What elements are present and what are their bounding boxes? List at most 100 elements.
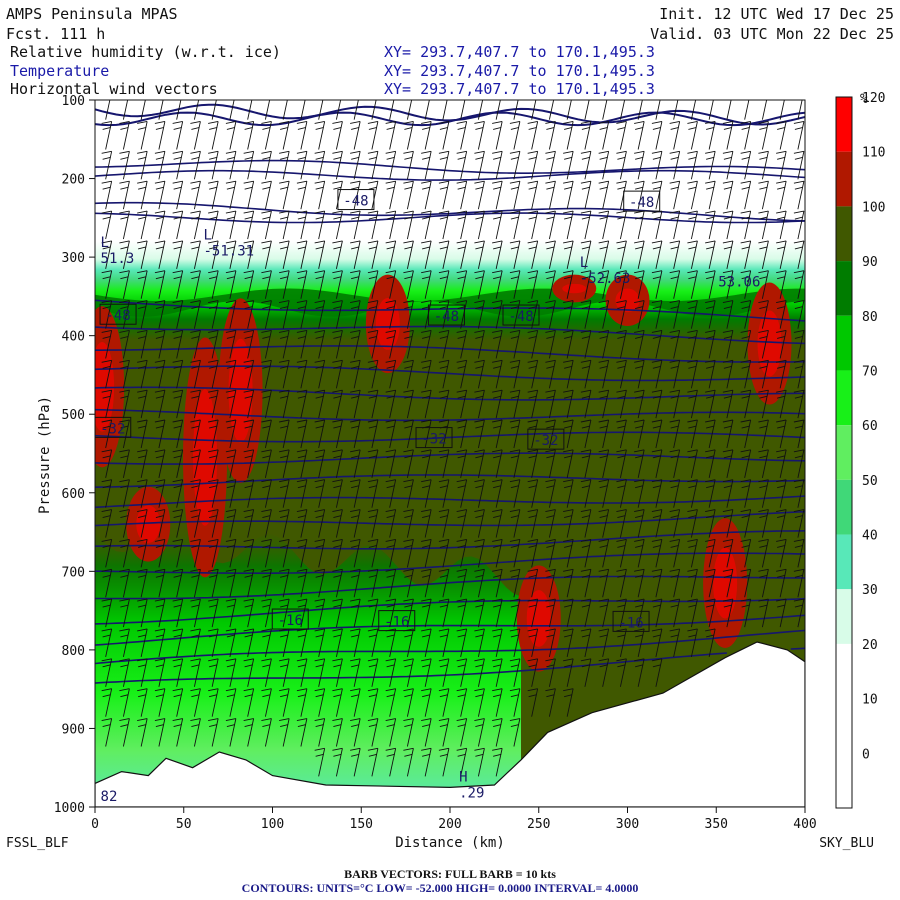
wind-barb — [279, 389, 290, 419]
wind-barb — [722, 389, 734, 419]
wind-barb — [119, 688, 130, 717]
x-tick-label: 200 — [438, 817, 461, 832]
field-rh-label: Relative humidity (w.r.t. ice) — [10, 43, 281, 61]
wind-barb — [154, 688, 166, 717]
wind-barb — [527, 658, 539, 687]
wind-barb — [403, 389, 414, 419]
wind-barb — [722, 150, 734, 180]
wind-barb — [670, 100, 679, 120]
svg-text:L: L — [204, 227, 212, 243]
wind-barb — [243, 628, 255, 658]
wind-barb — [190, 180, 201, 210]
wind-barb — [172, 419, 184, 449]
wind-barb — [793, 449, 805, 478]
wind-barb — [154, 389, 166, 419]
wind-barb — [705, 419, 716, 449]
wind-barb — [722, 449, 734, 478]
wind-barb — [385, 509, 397, 538]
wind-barb — [350, 509, 361, 538]
wind-barb — [598, 210, 610, 240]
wind-barb — [456, 628, 468, 658]
wind-barb — [154, 150, 166, 180]
wind-barb — [190, 150, 201, 180]
wind-barb — [243, 180, 255, 210]
colorbar-swatch — [836, 698, 852, 754]
wind-barb — [367, 479, 379, 508]
wind-barb — [581, 100, 590, 120]
wind-barb — [545, 389, 556, 419]
wind-barb — [119, 718, 130, 747]
wind-barb — [563, 270, 574, 299]
wind-barb — [209, 100, 217, 120]
wind-barb — [474, 240, 485, 269]
wind-barb — [740, 240, 752, 269]
wind-barb — [456, 180, 468, 210]
wind-barb — [279, 658, 290, 687]
wind-barb — [474, 210, 485, 240]
wind-barb — [669, 419, 681, 449]
wind-barb — [492, 598, 503, 628]
wind-barb — [154, 240, 166, 269]
wind-barb — [208, 210, 219, 240]
wind-barb — [456, 359, 468, 389]
wind-barb — [438, 628, 450, 658]
wind-barb — [598, 121, 610, 150]
wind-barb — [776, 359, 787, 389]
wind-barb — [243, 150, 255, 180]
wind-barb — [492, 479, 503, 508]
wind-barb — [492, 270, 503, 299]
wind-barb — [421, 330, 432, 359]
wind-barb — [598, 359, 610, 389]
contour-label: -48 — [623, 190, 661, 212]
wind-barb — [438, 150, 450, 180]
wind-barb — [296, 300, 308, 329]
wind-barb — [545, 330, 556, 359]
wind-barb — [456, 658, 468, 687]
wind-barb — [438, 688, 450, 717]
wind-barb — [296, 210, 308, 240]
rh-low-level-moist — [95, 523, 521, 807]
wind-barb — [225, 210, 237, 240]
wind-barb — [687, 538, 698, 568]
wind-barb — [598, 300, 610, 329]
wind-barb — [403, 688, 414, 717]
wind-barb — [545, 598, 556, 628]
wind-barb — [475, 100, 484, 120]
wind-barb — [367, 538, 379, 568]
colorbar-swatch — [836, 479, 852, 535]
svg-text:-51.31: -51.31 — [204, 243, 255, 259]
wind-barb — [332, 419, 343, 449]
wind-barb — [137, 598, 148, 628]
wind-barb — [705, 628, 716, 658]
wind-barb — [758, 509, 769, 538]
wind-barb — [208, 628, 219, 658]
wind-barb — [314, 538, 326, 568]
wind-barb — [563, 479, 574, 508]
wind-barb — [190, 359, 201, 389]
wind-barb — [527, 509, 539, 538]
wind-barb — [154, 449, 166, 478]
wind-barb — [137, 718, 148, 747]
wind-barb — [687, 479, 698, 508]
wind-barb — [793, 509, 805, 538]
wind-barb — [403, 180, 414, 210]
wind-barb — [208, 240, 219, 269]
wind-barb — [119, 538, 130, 568]
wind-barb — [669, 300, 681, 329]
contour-label: -16 — [612, 610, 650, 632]
wind-barb — [474, 538, 485, 568]
wind-barb — [208, 300, 219, 329]
wind-barb — [172, 449, 184, 478]
wind-barb — [758, 389, 769, 419]
wind-barb — [474, 300, 485, 329]
wind-barb — [225, 628, 237, 658]
wind-barb — [634, 180, 645, 210]
wind-barb — [190, 300, 201, 329]
wind-barb — [190, 479, 201, 508]
wind-barb — [598, 479, 610, 508]
wind-barb — [438, 538, 450, 568]
wind-barb — [154, 568, 166, 598]
wind-barb — [386, 100, 395, 120]
wind-barb — [509, 240, 521, 269]
wind-barb — [243, 210, 255, 240]
